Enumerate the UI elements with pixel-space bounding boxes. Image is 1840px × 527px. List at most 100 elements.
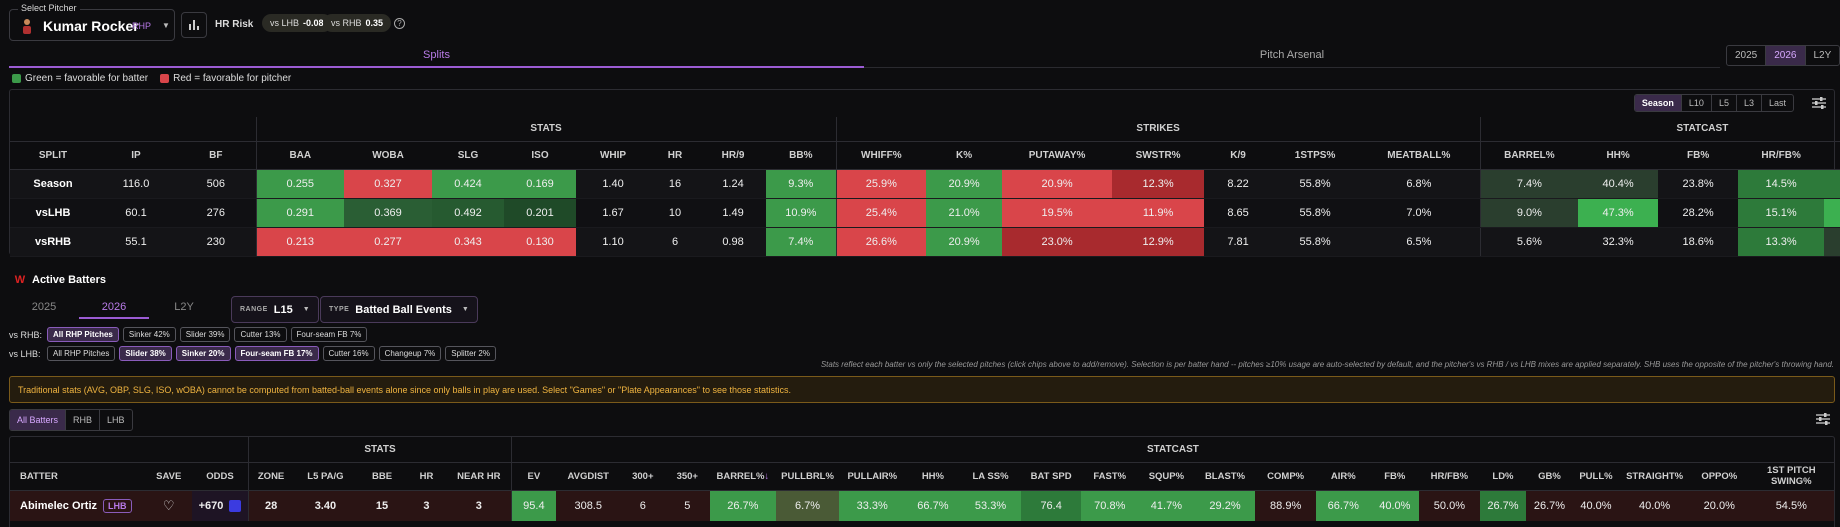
- settings-sliders-icon[interactable]: [1812, 97, 1826, 109]
- column-header-zone[interactable]: ZONE: [248, 462, 294, 491]
- batter-year-tab-2025[interactable]: 2025: [31, 301, 57, 313]
- tab-pitch-arsenal[interactable]: Pitch Arsenal: [864, 45, 1720, 68]
- vs-lhb-chip-cutter-16[interactable]: Cutter 16%: [322, 346, 375, 361]
- column-header-hh[interactable]: HH%: [1578, 141, 1659, 170]
- column-header-l5-pa-g[interactable]: L5 PA/G: [293, 462, 358, 491]
- column-header-comp[interactable]: COMP%: [1255, 462, 1316, 491]
- vs-rhb-chip-cutter-13[interactable]: Cutter 13%: [234, 327, 287, 342]
- column-header-pullair[interactable]: PULLAIR%: [838, 462, 906, 491]
- vs-lhb-chip-slider-38[interactable]: Slider 38%: [119, 346, 172, 361]
- column-header-300[interactable]: 300+: [620, 462, 666, 491]
- help-icon[interactable]: ?: [394, 18, 405, 29]
- range-tab-last[interactable]: Last: [1768, 98, 1786, 108]
- vs-rhb-chip-all-rhp-pitches[interactable]: All RHP Pitches: [47, 327, 119, 342]
- column-header-la-ss[interactable]: LA SS%: [960, 462, 1021, 491]
- vs-rhb-chip-sinker-42[interactable]: Sinker 42%: [122, 327, 176, 342]
- vs-rhb-chip-four-seam-fb-7[interactable]: Four-seam FB 7%: [290, 327, 368, 342]
- batter-year-tab-l2y[interactable]: L2Y: [174, 301, 194, 313]
- tab-splits[interactable]: Splits: [9, 45, 864, 68]
- column-header-avgdist[interactable]: AVGDIST: [555, 462, 621, 491]
- red-swatch: [160, 74, 170, 83]
- vs-lhb-chip-all-rhp-pitches[interactable]: All RHP Pitches: [47, 346, 116, 361]
- column-header-fast[interactable]: FAST%: [1081, 462, 1139, 491]
- season-year-2026[interactable]: 2026: [1766, 46, 1806, 65]
- batter-year-tab-2026[interactable]: 2026: [79, 295, 149, 319]
- sportsbook-icon[interactable]: [229, 499, 242, 512]
- column-header-blast[interactable]: BLAST%: [1194, 462, 1256, 491]
- column-header-1st-pitch-swing[interactable]: 1ST PITCH SWING%: [1748, 462, 1834, 491]
- column-header-barrel[interactable]: BARREL%: [1479, 141, 1579, 170]
- column-header-whip[interactable]: WHIP: [576, 141, 651, 170]
- column-header-odds[interactable]: ODDS: [191, 462, 249, 491]
- column-header-near-hr[interactable]: NEAR HR: [446, 462, 512, 491]
- type-select[interactable]: TYPE Batted Ball Events ▼: [320, 296, 478, 323]
- column-header-woba[interactable]: WOBA: [344, 141, 433, 170]
- range-tab-l3[interactable]: L3: [1737, 95, 1762, 111]
- column-header-straight[interactable]: STRAIGHT%: [1619, 462, 1690, 491]
- range-tab-l10[interactable]: L10: [1682, 95, 1712, 111]
- column-header-bat-spd[interactable]: BAT SPD: [1020, 462, 1082, 491]
- color-legend: Green = favorable for batter Red = favor…: [12, 73, 291, 84]
- column-header-slg[interactable]: SLG: [432, 141, 505, 170]
- range-tab-l5[interactable]: L5: [1712, 95, 1737, 111]
- column-header-pull[interactable]: PULL%: [1572, 462, 1620, 491]
- batter-filter-all-batters[interactable]: All Batters: [10, 410, 67, 430]
- settings-sliders-icon[interactable]: [1816, 413, 1830, 425]
- column-header-bb[interactable]: BB%: [766, 141, 837, 170]
- column-header-pullbrl[interactable]: PULLBRL%: [776, 462, 839, 491]
- batter-stat-cell: 66.7%: [905, 490, 961, 521]
- pitcher-select[interactable]: Select Pitcher Kumar Rocker RHP ▼: [9, 3, 175, 41]
- column-header-ld[interactable]: LD%: [1479, 462, 1527, 491]
- column-header-batter[interactable]: BATTER: [10, 462, 146, 491]
- column-header-hr-fb[interactable]: HR/FB%: [1738, 141, 1825, 170]
- range-tab-season[interactable]: Season: [1634, 95, 1682, 111]
- column-header-whiff[interactable]: WHIFF%: [835, 141, 927, 170]
- column-header-label: OPPO%: [1701, 470, 1738, 482]
- batter-filter-rhb[interactable]: RHB: [66, 410, 101, 430]
- column-header-hr[interactable]: HR: [650, 141, 701, 170]
- column-header-split[interactable]: SPLIT: [10, 141, 96, 170]
- column-header-air[interactable]: AIR%: [1315, 462, 1371, 491]
- column-header-hr-9[interactable]: HR/9: [700, 141, 767, 170]
- save-cell[interactable]: ♡: [145, 490, 192, 521]
- bar-chart-button[interactable]: [181, 12, 207, 38]
- batter-name[interactable]: Abimelec Ortiz: [20, 499, 98, 512]
- batter-stat-cell: 26.7%: [1526, 490, 1573, 521]
- column-header-oppo[interactable]: OPPO%: [1689, 462, 1749, 491]
- column-header-k[interactable]: K%: [926, 141, 1003, 170]
- batter-name-cell[interactable]: Abimelec Ortiz LHB: [10, 490, 146, 521]
- vs-lhb-chip-changeup-7[interactable]: Changeup 7%: [378, 346, 442, 361]
- column-header-bbe[interactable]: BBE: [357, 462, 407, 491]
- column-header-ip[interactable]: IP: [96, 141, 176, 170]
- vs-lhb-chip-four-seam-fb-17[interactable]: Four-seam FB 17%: [234, 346, 319, 361]
- column-header-fb[interactable]: FB%: [1658, 141, 1739, 170]
- column-header-gb[interactable]: GB%: [1526, 462, 1573, 491]
- season-year-l2y[interactable]: L2Y: [1813, 50, 1832, 61]
- column-header-ev[interactable]: EV: [510, 462, 556, 491]
- column-header-barrel[interactable]: BARREL%↓: [709, 462, 777, 491]
- column-header-1stps[interactable]: 1STPS%: [1272, 141, 1359, 170]
- vs-rhb-chip-slider-39[interactable]: Slider 39%: [179, 327, 231, 342]
- column-header-hr-fb[interactable]: HR/FB%: [1419, 462, 1480, 491]
- vs-lhb-chip-sinker-20[interactable]: Sinker 20%: [175, 346, 231, 361]
- season-year-2025[interactable]: 2025: [1727, 46, 1767, 65]
- column-header-save[interactable]: SAVE: [145, 462, 192, 491]
- column-header-meatball[interactable]: MEATBALL%: [1358, 141, 1481, 170]
- range-select[interactable]: RANGE L15 ▼: [231, 296, 319, 323]
- column-header-baa[interactable]: BAA: [255, 141, 345, 170]
- split-cell: 7.81: [1204, 227, 1273, 257]
- column-header-swstr[interactable]: SWSTR%: [1112, 141, 1205, 170]
- column-header-putaway[interactable]: PUTAWAY%: [1002, 141, 1113, 170]
- column-header-hr[interactable]: HR: [406, 462, 447, 491]
- vs-lhb-chip-splitter-2[interactable]: Splitter 2%: [445, 346, 496, 361]
- column-header-squp[interactable]: SQUP%: [1138, 462, 1195, 491]
- batter-filter-lhb[interactable]: LHB: [107, 415, 125, 425]
- column-header-fb[interactable]: FB%: [1370, 462, 1420, 491]
- heart-icon[interactable]: ♡: [162, 497, 175, 513]
- column-header-hh[interactable]: HH%: [905, 462, 961, 491]
- column-header-pullair[interactable]: PULLAIR%: [1824, 141, 1840, 170]
- column-header-k-9[interactable]: K/9: [1204, 141, 1273, 170]
- column-header-bf[interactable]: BF: [176, 141, 257, 170]
- column-header-iso[interactable]: ISO: [504, 141, 577, 170]
- column-header-350[interactable]: 350+: [665, 462, 710, 491]
